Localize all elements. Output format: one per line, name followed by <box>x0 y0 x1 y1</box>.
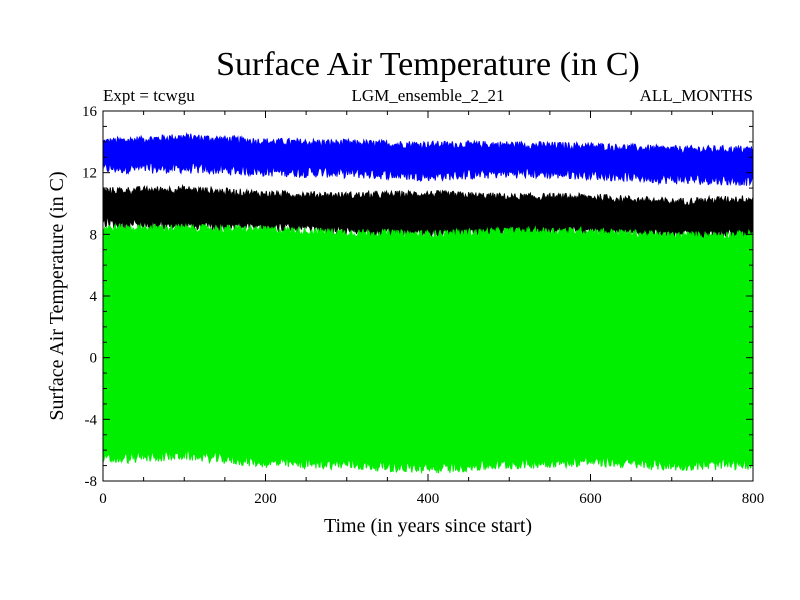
series-min <box>102 222 754 474</box>
y-tick-label: 16 <box>82 104 98 120</box>
subtitle-experiment: Expt = tcwgu <box>103 86 195 105</box>
x-tick-label: 800 <box>742 491 765 507</box>
y-tick-label: -8 <box>85 474 98 490</box>
y-tick-label: 4 <box>90 289 98 305</box>
subtitle-months: ALL_MONTHS <box>640 86 753 105</box>
x-tick-label: 400 <box>417 491 440 507</box>
x-axis-label: Time (in years since start) <box>324 515 532 537</box>
series-max <box>102 132 754 187</box>
y-tick-label: 12 <box>82 166 97 182</box>
x-tick-label: 0 <box>99 491 107 507</box>
y-tick-label: 0 <box>90 351 98 367</box>
subtitle-ensemble: LGM_ensemble_2_21 <box>352 86 505 105</box>
y-axis-label: Surface Air Temperature (in C) <box>46 171 68 420</box>
x-tick-label: 200 <box>254 491 277 507</box>
chart-title: Surface Air Temperature (in C) <box>216 46 640 83</box>
plot-area: 0 200 400 600 800 -8 -4 0 4 8 12 16 <box>82 104 764 507</box>
x-tick-label: 600 <box>579 491 602 507</box>
y-tick-label: -4 <box>85 412 98 428</box>
y-tick-label: 8 <box>90 227 98 243</box>
